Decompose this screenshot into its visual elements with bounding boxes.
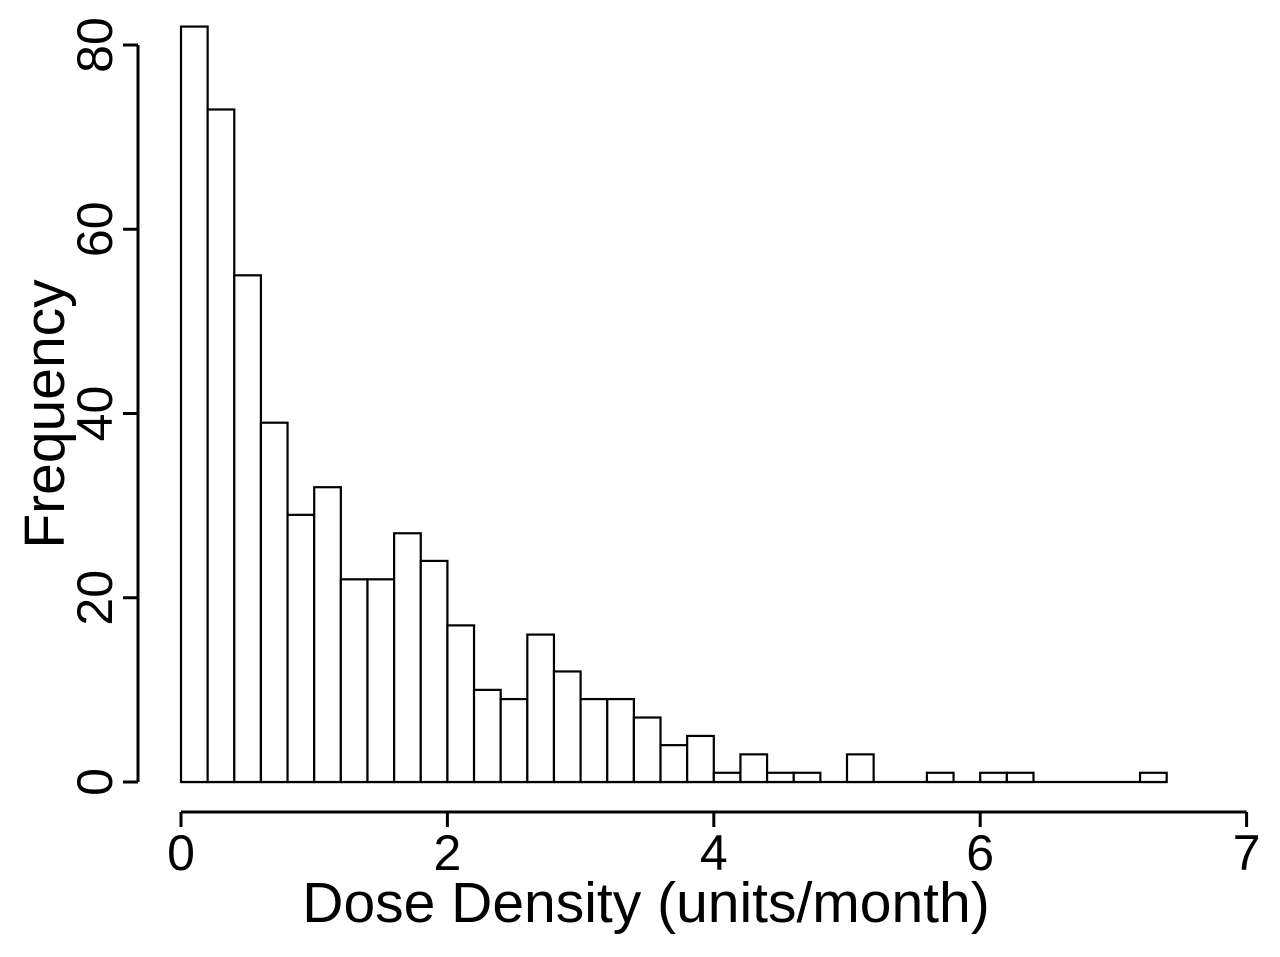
histogram-bar <box>979 771 1008 784</box>
histogram-bar <box>925 771 955 784</box>
histogram-bar <box>472 688 502 784</box>
histogram-bar <box>606 697 635 784</box>
histogram-bar <box>552 670 582 784</box>
y-tick-label: 60 <box>67 201 123 257</box>
histogram-bar <box>686 734 715 784</box>
y-tick-label: 20 <box>67 570 123 626</box>
histogram-bar <box>739 753 769 784</box>
histogram-bar <box>579 697 609 784</box>
histogram-bar <box>313 486 342 784</box>
histogram-bar <box>366 578 396 784</box>
histogram-bar <box>446 624 476 784</box>
y-axis: 0 20 40 60 80 <box>67 17 140 796</box>
y-axis-title: Frequency <box>13 279 77 549</box>
x-axis: 0 2 4 6 7 <box>167 810 1261 881</box>
histogram-bar <box>632 716 662 784</box>
histogram-bar <box>792 771 822 784</box>
bars-layer <box>179 25 1168 784</box>
histogram-bar <box>765 771 795 784</box>
x-tick-label: 2 <box>433 825 461 881</box>
histogram-bar <box>206 108 236 784</box>
histogram-bar <box>393 532 422 784</box>
histogram-bar <box>339 578 369 784</box>
histogram-bar <box>712 771 742 784</box>
y-tick-label: 80 <box>67 17 123 73</box>
histogram-bar <box>233 274 263 784</box>
histogram-bar <box>259 421 289 784</box>
x-axis-title: Dose Density (units/month) <box>302 871 989 935</box>
histogram-bar <box>845 753 875 784</box>
histogram-bar <box>1005 771 1035 784</box>
histogram-bar <box>419 559 449 784</box>
y-tick-label: 0 <box>67 768 123 796</box>
histogram-bar <box>1138 771 1168 784</box>
x-tick-label: 4 <box>700 825 728 881</box>
x-tick-label: 0 <box>167 825 195 881</box>
x-tick-label: 7 <box>1233 825 1261 881</box>
histogram-bar <box>179 25 209 784</box>
histogram-bar <box>526 633 556 784</box>
histogram-bar <box>499 697 529 784</box>
y-tick-label: 40 <box>67 386 123 442</box>
histogram-bar <box>659 744 689 784</box>
histogram-bar <box>286 513 316 784</box>
x-tick-label: 6 <box>966 825 994 881</box>
